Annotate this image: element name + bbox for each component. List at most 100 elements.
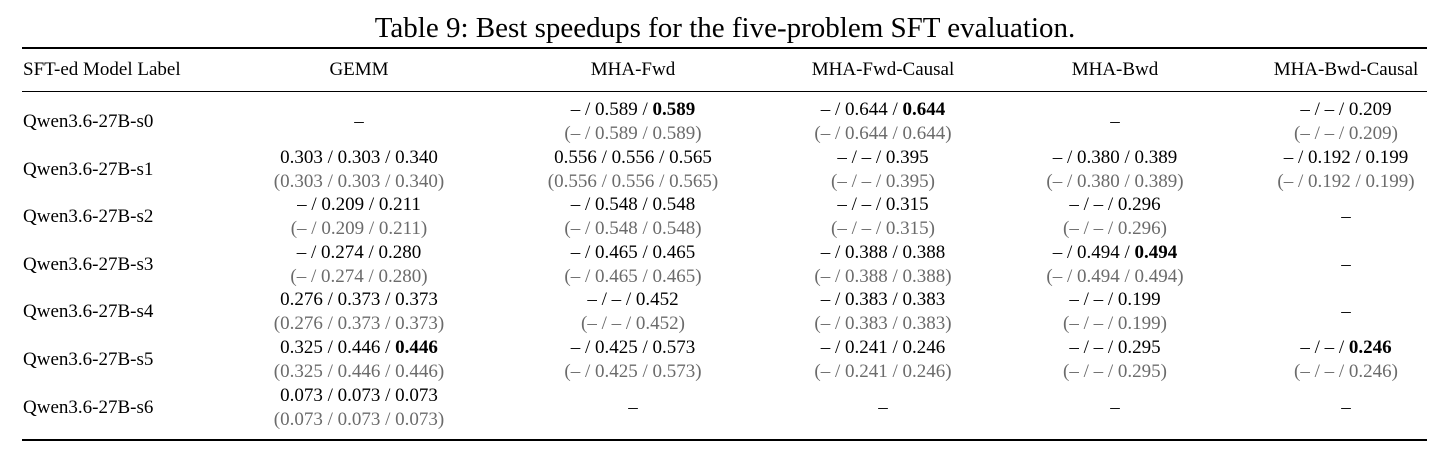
- table-cell: –: [1196, 384, 1450, 420]
- best-speedup-bold: 0.589: [652, 99, 696, 120]
- header-gemm: GEMM: [329, 59, 389, 80]
- speedup-subvalues: (– / 0.192 / 0.199): [1277, 170, 1415, 192]
- speedup-subvalues: (– / 0.425 / 0.573): [564, 361, 702, 382]
- speedup-text: – / 0.209 / 0.211: [297, 194, 421, 216]
- table-row: Qwen3.6-27B-s3 – / 0.274 / 0.280 (– / 0.27…: [0, 241, 1450, 289]
- table-cell: – / 0.494 / 0.494 (– / 0.494 / 0.494): [965, 241, 1265, 289]
- speedup-text: – / 0.425 / 0.573: [570, 337, 696, 358]
- speedup-values: – / 0.388 / 0.388: [733, 241, 1033, 265]
- best-speedup-bold: 0.446: [395, 337, 438, 358]
- empty-cell-dash: –: [1110, 396, 1120, 418]
- speedup-subvalues: (– / – / 0.296): [1063, 218, 1167, 240]
- speedup-text: – / 0.274 / 0.280: [296, 241, 422, 263]
- speedup-subvalues: (– / 0.209 / 0.211): [290, 218, 428, 240]
- speedup-text: – / 0.380 / 0.389: [1052, 146, 1178, 168]
- table-cell: – / 0.383 / 0.383 (– / 0.383 / 0.383): [733, 288, 1033, 336]
- table-cell: –: [733, 384, 1033, 420]
- speedup-subvalues: (– / 0.494 / 0.494): [1046, 265, 1184, 287]
- speedup-values: – / 0.209 / 0.211: [209, 193, 509, 217]
- empty-cell-dash: –: [1341, 253, 1351, 275]
- best-speedup-bold: 0.494: [1134, 241, 1178, 263]
- table-cell: – / – / 0.315 (– / – / 0.315): [733, 193, 1033, 241]
- table-cell: 0.556 / 0.556 / 0.565 (0.556 / 0.556 / 0.…: [483, 146, 783, 194]
- table-cell: – / 0.274 / 0.280 (– / 0.274 / 0.280): [209, 241, 509, 289]
- speedup-values: – / – / 0.209: [1196, 98, 1450, 122]
- table-cell: – / 0.388 / 0.388 (– / 0.388 / 0.388): [733, 241, 1033, 289]
- empty-cell-dash: –: [354, 111, 364, 132]
- speedup-text: – / – / 0.315: [837, 194, 929, 216]
- table-cell: – / 0.589 / 0.589 (– / 0.589 / 0.589): [483, 98, 783, 146]
- speedup-subvalues: (0.303 / 0.303 / 0.340): [273, 170, 445, 192]
- speedup-values: – / 0.465 / 0.465: [483, 241, 783, 265]
- table-caption: Table 9: Best speedups for the five-prob…: [374, 12, 1076, 44]
- speedup-values: 0.556 / 0.556 / 0.565: [483, 146, 783, 170]
- speedup-subvalues: (– / 0.380 / 0.389): [1046, 170, 1184, 192]
- speedup-text: – / 0.548 / 0.548: [570, 194, 696, 216]
- row-label: Qwen3.6-27B-s3: [23, 253, 154, 275]
- speedup-text: – / – / 0.296: [1069, 194, 1161, 216]
- speedup-text: 0.325 / 0.446 /: [280, 337, 396, 358]
- header-mha-bwd: MHA-Bwd: [1071, 59, 1159, 80]
- speedup-values: 0.276 / 0.373 / 0.373: [209, 288, 509, 312]
- speedup-values: – / 0.548 / 0.548: [483, 193, 783, 217]
- table-cell: – / 0.192 / 0.199 (– / 0.192 / 0.199): [1196, 146, 1450, 194]
- table-cell: – / 0.548 / 0.548 (– / 0.548 / 0.548): [483, 193, 783, 241]
- table-cell: –: [1196, 193, 1450, 229]
- speedup-text: – / – / 0.199: [1069, 289, 1161, 311]
- table-cell: – / 0.380 / 0.389 (– / 0.380 / 0.389): [965, 146, 1265, 194]
- table-row: Qwen3.6-27B-s4 0.276 / 0.373 / 0.373 (0.27…: [0, 288, 1450, 336]
- table-row: Qwen3.6-27B-s6 0.073 / 0.073 / 0.073 (0.07…: [0, 384, 1450, 432]
- table-cell: – / – / 0.209 (– / – / 0.209): [1196, 98, 1450, 146]
- speedup-subvalues: (– / – / 0.199): [1063, 313, 1167, 335]
- table-cell: 0.303 / 0.303 / 0.340 (0.303 / 0.303 / 0.…: [209, 146, 509, 194]
- speedup-values: – / 0.380 / 0.389: [965, 146, 1265, 170]
- speedup-values: – / 0.241 / 0.246: [733, 336, 1033, 360]
- speedup-subvalues: (– / – / 0.295): [1063, 361, 1167, 382]
- speedup-values: – / 0.644 / 0.644: [733, 98, 1033, 122]
- speedup-text: 0.303 / 0.303 / 0.340: [280, 146, 438, 168]
- best-speedup-bold: 0.246: [1348, 337, 1392, 358]
- table-cell: 0.325 / 0.446 / 0.446 (0.325 / 0.446 / 0.…: [209, 336, 509, 384]
- row-label: Qwen3.6-27B-s4: [23, 301, 154, 323]
- table-cell: – / 0.465 / 0.465 (– / 0.465 / 0.465): [483, 241, 783, 289]
- table-cell: – / 0.425 / 0.573 (– / 0.425 / 0.573): [483, 336, 783, 384]
- row-label: Qwen3.6-27B-s1: [23, 158, 154, 180]
- speedup-values: – / – / 0.452: [483, 288, 783, 312]
- speedup-values: – / 0.192 / 0.199: [1196, 146, 1450, 170]
- table-cell: – / – / 0.296 (– / – / 0.296): [965, 193, 1265, 241]
- speedup-text: – / – / 0.395: [837, 146, 929, 168]
- speedup-text: – / 0.388 / 0.388: [820, 241, 946, 263]
- table-cell: –: [965, 98, 1265, 134]
- table-cell: – / 0.644 / 0.644 (– / 0.644 / 0.644): [733, 98, 1033, 146]
- table-cell: – / – / 0.295 (– / – / 0.295): [965, 336, 1265, 384]
- speedup-text: – / – /: [1300, 337, 1349, 358]
- header-mha-fwd: MHA-Fwd: [590, 59, 676, 80]
- header-model-label: SFT-ed Model Label: [23, 59, 181, 80]
- header-mha-bwd-causal: MHA-Bwd-Causal: [1273, 59, 1419, 80]
- row-label: Qwen3.6-27B-s2: [23, 206, 154, 228]
- speedup-subvalues: (– / 0.383 / 0.383): [814, 313, 952, 335]
- row-label: Qwen3.6-27B-s0: [23, 111, 154, 132]
- speedup-subvalues: (– / 0.465 / 0.465): [564, 265, 702, 287]
- speedup-values: – / – / 0.296: [965, 193, 1265, 217]
- table-cell: – / – / 0.246 (– / – / 0.246): [1196, 336, 1450, 384]
- speedup-subvalues: (– / 0.241 / 0.246): [814, 361, 952, 382]
- table-cell: –: [1196, 241, 1450, 277]
- table-row: Qwen3.6-27B-s2 – / 0.209 / 0.211 (– / 0.20…: [0, 193, 1450, 241]
- row-label: Qwen3.6-27B-s5: [23, 349, 154, 370]
- bottom-rule: [22, 439, 1427, 441]
- speedup-subvalues: (– / 0.274 / 0.280): [290, 265, 428, 287]
- speedup-values: – / – / 0.295: [965, 336, 1265, 360]
- speedup-subvalues: (– / – / 0.209): [1294, 123, 1398, 144]
- table-cell: – / 0.209 / 0.211 (– / 0.209 / 0.211): [209, 193, 509, 241]
- speedup-subvalues: (0.325 / 0.446 / 0.446): [273, 361, 445, 382]
- speedup-values: 0.303 / 0.303 / 0.340: [209, 146, 509, 170]
- table-cell: –: [483, 384, 783, 420]
- table-cell: – / – / 0.395 (– / – / 0.395): [733, 146, 1033, 194]
- speedup-values: – / 0.494 / 0.494: [965, 241, 1265, 265]
- table-cell: –: [965, 384, 1265, 420]
- table-row: Qwen3.6-27B-s1 0.303 / 0.303 / 0.340 (0.30…: [0, 146, 1450, 194]
- speedup-subvalues: (0.073 / 0.073 / 0.073): [273, 408, 445, 430]
- best-speedup-bold: 0.644: [902, 99, 946, 120]
- speedup-text: – / 0.644 /: [820, 99, 903, 120]
